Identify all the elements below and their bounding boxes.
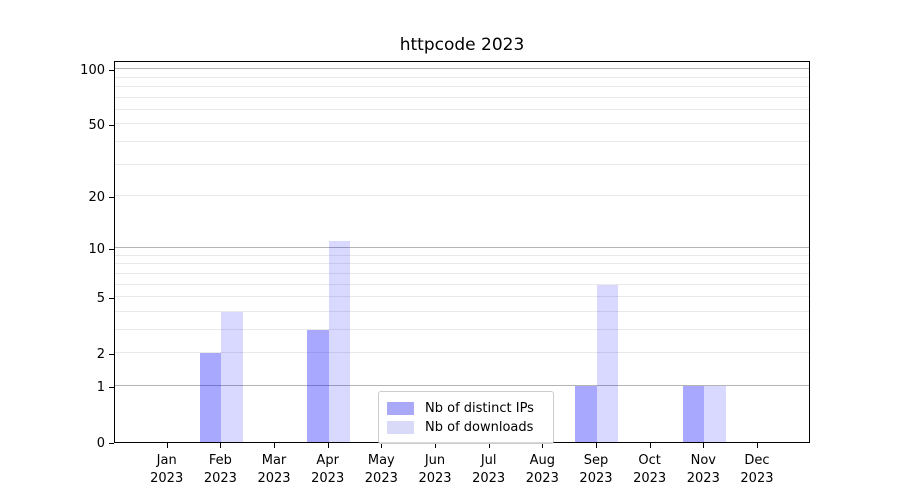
x-tick-label: Aug 2023	[525, 453, 559, 486]
legend-label-distinct-ips: Nb of distinct IPs	[425, 401, 534, 416]
y-tick-label: 2	[96, 347, 105, 363]
y-gridline-minor	[115, 140, 809, 142]
y-tick	[109, 386, 114, 388]
x-tick	[220, 443, 222, 448]
x-tick	[542, 443, 544, 448]
x-tick-label: Apr 2023	[311, 453, 345, 486]
legend-swatch-downloads	[387, 421, 414, 434]
x-tick-label: Mar 2023	[257, 453, 291, 486]
legend-label-downloads: Nb of downloads	[425, 420, 534, 435]
x-tick-label: Jan 2023	[150, 453, 184, 486]
y-gridline-minor	[115, 108, 809, 110]
y-tick-label: 20	[88, 189, 105, 205]
y-gridline-minor	[115, 85, 809, 87]
bar-distinct-ips-apr	[307, 330, 329, 442]
x-tick-label: May 2023	[364, 453, 398, 486]
x-tick	[381, 443, 383, 448]
grid-layer	[115, 62, 809, 442]
y-tick	[109, 196, 114, 198]
y-gridline-minor	[115, 283, 809, 285]
y-gridline-major	[115, 385, 809, 386]
bar-distinct-ips-feb	[199, 353, 222, 442]
x-tick	[649, 443, 651, 448]
x-tick	[703, 443, 705, 448]
x-tick	[595, 443, 597, 448]
bar-downloads-nov	[704, 386, 726, 442]
bar-layer	[115, 62, 809, 442]
y-tick-label: 50	[88, 118, 105, 134]
x-tick	[327, 443, 329, 448]
y-tick	[109, 70, 114, 72]
y-tick-label: 1	[96, 379, 105, 395]
y-gridline-minor	[115, 272, 809, 274]
legend-item-downloads: Nb of downloads	[387, 418, 545, 437]
x-tick-label: Sep 2023	[579, 453, 613, 486]
y-tick	[109, 443, 114, 444]
legend-item-distinct-ips: Nb of distinct IPs	[387, 399, 545, 418]
x-tick	[488, 443, 490, 448]
y-gridline-minor	[115, 163, 809, 165]
x-tick-label: Nov 2023	[686, 453, 720, 486]
y-gridline-minor	[115, 263, 809, 265]
legend-swatch-distinct-ips	[387, 402, 414, 415]
y-gridline-major	[115, 68, 809, 70]
y-tick-label: 100	[80, 63, 105, 79]
chart-title: httpcode 2023	[399, 35, 525, 55]
bar-downloads-sep	[596, 284, 619, 442]
bar-distinct-ips-nov	[682, 386, 705, 442]
x-tick	[435, 443, 436, 448]
y-gridline-major	[115, 247, 809, 249]
x-tick-label: Oct 2023	[633, 453, 667, 486]
x-tick	[166, 443, 168, 448]
y-gridline-minor	[115, 296, 809, 298]
y-gridline-minor	[115, 352, 809, 354]
x-tick-label: Feb 2023	[203, 453, 237, 486]
y-tick-label: 5	[96, 291, 105, 307]
y-gridline-minor	[115, 310, 809, 312]
bar-distinct-ips-sep	[575, 386, 597, 442]
x-tick-label: Jul 2023	[472, 453, 506, 486]
y-tick-label: 0	[96, 436, 105, 451]
y-tick	[109, 249, 114, 251]
y-gridline-minor	[115, 96, 809, 98]
y-tick	[109, 125, 114, 127]
y-gridline-minor	[115, 195, 809, 196]
legend: Nb of distinct IPs Nb of downloads	[378, 391, 554, 444]
y-tick-label: 10	[88, 242, 105, 258]
y-tick	[109, 354, 114, 356]
x-tick	[756, 443, 758, 448]
y-gridline-minor	[115, 76, 809, 78]
y-gridline-minor	[115, 123, 809, 125]
y-gridline-minor	[115, 254, 809, 256]
y-gridline-minor	[115, 328, 809, 330]
x-tick-label: Jun 2023	[418, 453, 452, 486]
x-tick	[274, 443, 276, 448]
bar-downloads-feb	[221, 311, 243, 442]
y-tick	[109, 298, 114, 300]
x-tick-label: Dec 2023	[740, 453, 774, 486]
plot-area	[114, 61, 810, 443]
bar-downloads-apr	[328, 241, 351, 442]
